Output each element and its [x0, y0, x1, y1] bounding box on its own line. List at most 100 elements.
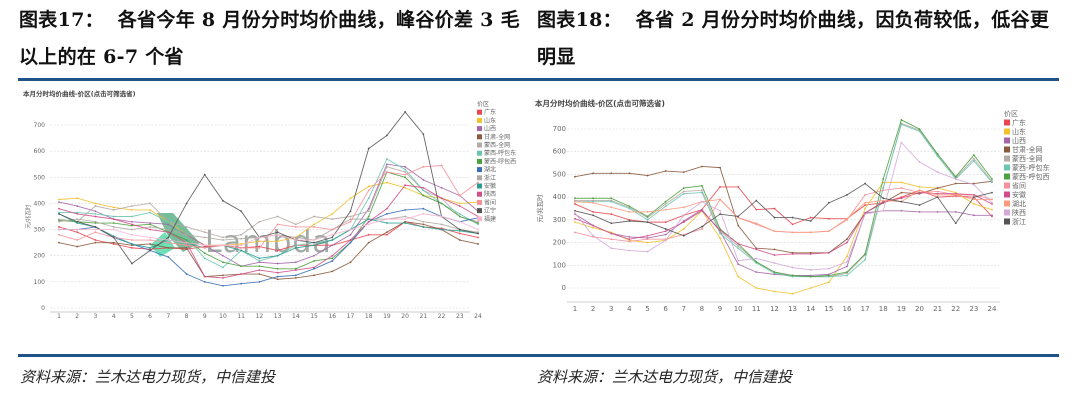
- data-point: [367, 220, 370, 223]
- data-point: [185, 202, 188, 205]
- data-point: [386, 171, 388, 173]
- x-tick-label: 21: [420, 313, 428, 320]
- data-point: [809, 287, 812, 289]
- data-point: [755, 208, 758, 211]
- data-point: [610, 206, 613, 209]
- series-省间: [574, 187, 993, 243]
- data-point: [918, 130, 921, 133]
- legend-item: 蒙西-呼包西: [1004, 172, 1050, 181]
- data-point: [900, 200, 903, 203]
- y-axis-title: 元/兆瓦时: [24, 204, 32, 228]
- data-point: [331, 233, 334, 236]
- data-point: [827, 274, 830, 277]
- data-point: [954, 178, 957, 180]
- data-point: [149, 246, 151, 249]
- footer-rule: [18, 354, 1059, 357]
- x-tick-label: 5: [645, 305, 649, 313]
- data-point: [682, 214, 685, 217]
- lambda-watermark: Lambda: [150, 213, 331, 260]
- data-point: [440, 227, 443, 230]
- series-line: [575, 122, 993, 278]
- data-point: [936, 171, 939, 174]
- data-point: [130, 228, 133, 231]
- series-line: [574, 182, 993, 237]
- y-tick-label: 400: [553, 193, 566, 201]
- data-point: [719, 186, 721, 188]
- data-point: [404, 173, 407, 176]
- x-tick-label: 2: [591, 305, 595, 313]
- data-point: [276, 231, 279, 234]
- series-line: [575, 119, 993, 278]
- x-tick-label: 15: [824, 305, 833, 313]
- data-point: [276, 278, 279, 281]
- data-point: [864, 193, 866, 196]
- data-point: [628, 240, 631, 243]
- legend-item: 广东: [1004, 118, 1026, 127]
- data-point: [936, 190, 939, 193]
- legend-label: 山东: [484, 116, 496, 124]
- legend-swatch: [477, 142, 482, 148]
- legend-label: 山东: [1012, 127, 1026, 136]
- data-point: [76, 228, 79, 231]
- data-point: [313, 241, 315, 244]
- data-point: [349, 233, 352, 236]
- data-point: [458, 202, 461, 205]
- data-point: [592, 226, 595, 229]
- data-point: [440, 202, 443, 205]
- data-point: [386, 134, 388, 137]
- data-point: [628, 172, 631, 175]
- data-point: [276, 267, 279, 270]
- data-point: [349, 218, 352, 221]
- legend-item: 蒙西-全网: [1004, 154, 1043, 163]
- data-point: [477, 228, 479, 231]
- data-point: [646, 211, 649, 213]
- data-point: [276, 215, 279, 218]
- data-point: [258, 240, 261, 243]
- legend-swatch: [1004, 209, 1010, 216]
- data-point: [58, 228, 60, 231]
- figure-18-caption: 图表18： 各省 2 月份分时均价曲线，因负荷较低，低谷更明显: [537, 2, 1062, 76]
- data-point: [58, 241, 60, 244]
- data-point: [574, 221, 576, 224]
- series-陕西: [574, 141, 993, 271]
- x-tick-label: 19: [897, 305, 906, 313]
- data-point: [94, 239, 97, 241]
- data-point: [149, 211, 151, 214]
- data-point: [58, 219, 60, 222]
- data-point: [76, 231, 79, 234]
- legend-label: 湖北: [1012, 199, 1026, 208]
- y-tick-label: 300: [34, 227, 46, 234]
- data-point: [331, 244, 334, 247]
- data-point: [592, 197, 595, 200]
- x-tick-label: 7: [166, 313, 170, 320]
- data-point: [791, 216, 794, 219]
- x-tick-label: 10: [219, 313, 227, 320]
- data-point: [404, 184, 407, 187]
- data-point: [592, 224, 595, 227]
- data-point: [701, 228, 703, 230]
- legend-item: 安徽: [1004, 190, 1026, 199]
- data-point: [592, 214, 595, 217]
- series-蒙西-呼包西: [58, 171, 479, 270]
- data-point: [203, 275, 206, 278]
- legend-item: 浙江: [1004, 217, 1026, 226]
- x-tick-label: 5: [130, 313, 134, 320]
- data-point: [422, 226, 425, 228]
- data-point: [112, 226, 115, 228]
- data-point: [682, 221, 685, 224]
- x-tick-label: 15: [310, 313, 318, 320]
- data-point: [664, 203, 667, 205]
- x-tick-label: 13: [274, 313, 282, 320]
- data-point: [130, 209, 133, 211]
- x-tick-label: 12: [770, 305, 779, 313]
- data-point: [258, 236, 261, 239]
- data-point: [58, 218, 60, 221]
- x-tick-label: 20: [915, 305, 924, 313]
- data-point: [646, 218, 649, 221]
- data-point: [313, 215, 315, 218]
- x-tick-label: 16: [842, 305, 851, 313]
- data-point: [167, 236, 170, 239]
- data-point: [882, 197, 885, 200]
- legend-item: 蒙西-呼包西: [477, 157, 516, 165]
- data-point: [130, 220, 133, 223]
